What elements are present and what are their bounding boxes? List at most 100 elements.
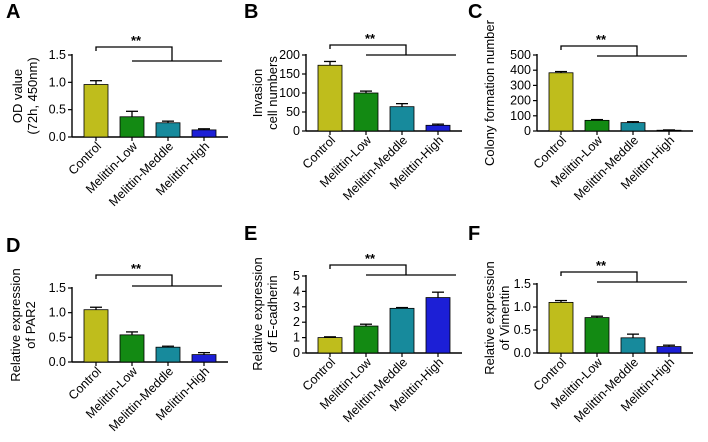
panel-b-bar [389,106,415,132]
panel-c-sig-label: ** [596,32,607,47]
panel-b-letter: B [244,1,258,23]
panel-c-category-label: Melittin-Meddle [571,133,641,203]
panel-d-category-label: Melittin-Meddle [106,364,176,434]
panel-a-y-tick-label: 1.0 [49,75,66,89]
panel-a-ylabel-line: OD value [10,69,25,123]
panel-c-y-tick-label: 200 [510,94,531,108]
panel-e-y-tick-label: 3 [293,300,300,314]
panel-e-y-tick-label: 0 [293,346,300,360]
panel-d-sig-label: ** [131,261,142,276]
panel-e-y-tick-label: 1 [293,331,300,345]
panel-f-sig-bracket [560,271,638,282]
panel-d-y-tick-label: 1.0 [49,306,66,320]
panel-f-y-tick-label: 0.5 [514,323,531,337]
panel-d-sig-bracket [95,274,173,286]
panel-e-ylabel-line: Relative expression [250,257,265,370]
panel-b-bar [353,92,379,132]
panel-b-ylabel-line: Invasion [250,69,265,117]
panel-a-ylabel-line: (72h, 450nm) [25,57,40,134]
panel-c-bar [548,72,574,132]
panel-e-category-label: Melittin-Meddle [340,355,410,425]
panel-c-y-tick-label: 500 [510,48,531,62]
panel-d-ylabel: Relative expressionof PAR2 [8,268,38,381]
panel-d-bar [155,346,181,363]
panel-e-sig-bracket [329,264,407,275]
panel-e-sig-label: ** [365,251,376,266]
panel-e-bar [317,337,343,354]
panel-c-ylabel: Colony formation number [482,19,497,166]
panel-f-y-tick-label: 1.0 [514,300,531,314]
panel-b-bar [425,124,451,132]
panel-b-y-tick-label: 200 [279,48,300,62]
panel-b-bar [317,64,343,132]
panel-c-y-tick-label: 300 [510,78,531,92]
panel-f-ylabel: Relative expressionof Vimentin [482,261,512,374]
panel-c-y-tick-label: 400 [510,63,531,77]
panel-b-y-tick-label: 0 [293,124,300,138]
panel-d-ylabel-line: Relative expression [8,268,23,381]
panel-a-y-tick-label: 1.5 [49,48,66,62]
panel-f-bar [620,337,646,354]
panel-f-category-label: Melittin-Meddle [571,355,641,425]
panel-f-bar [584,317,610,354]
panel-e-ylabel: Relative expressionof E-cadherin [250,257,280,370]
panel-b-category-label: Melittin-Meddle [340,133,410,203]
panel-d-letter: D [6,235,20,257]
panel-d-y-tick-label: 1.5 [49,281,66,295]
panel-f-y-tick-label: 0.0 [514,346,531,360]
panel-f-bar [656,346,682,354]
panel-c-bar [584,119,610,132]
panel-a-letter: A [6,1,20,23]
panel-f-letter: F [468,223,480,245]
panel-a-y-tick-label: 0.5 [49,103,66,117]
panel-f-sig-label: ** [596,258,607,273]
panel-b-sig-label: ** [365,31,376,46]
panel-b-ylabel: Invasioncell numbers [250,56,280,130]
panel-e-ylabel-line: of E-cadherin [265,275,280,352]
panel-c-y-tick-label: 0 [524,124,531,138]
panel-e-y-tick-label: 5 [293,269,300,283]
panel-c-letter: C [468,1,482,23]
panel-e-y-tick-label: 4 [293,284,300,298]
panel-f-bar [548,301,574,354]
panel-a-bar [191,129,217,138]
panel-e-letter: E [244,223,257,245]
panel-d-ylabel-line: of PAR2 [23,301,38,348]
panel-b-ylabel-line: cell numbers [265,56,280,130]
panel-b-sig-bracket [329,44,407,55]
panel-e-y-tick-label: 2 [293,315,300,329]
panel-d-y-tick-label: 0.0 [49,355,66,369]
panel-c-y-tick-label: 100 [510,109,531,123]
panel-e-bar [353,325,379,354]
panel-d-bar [119,334,145,363]
panel-d-bar [83,309,109,363]
panel-f-y-tick-label: 1.5 [514,277,531,291]
panel-f-ylabel-line: of Vimentin [497,286,512,351]
panel-d-y-tick-label: 0.5 [49,330,66,344]
panel-f-ylabel-line: Relative expression [482,261,497,374]
panel-a-sig-label: ** [131,33,142,48]
panel-e-bar [389,307,415,354]
panel-c-sig-bracket [560,45,638,56]
panel-c-ylabel-line: Colony formation number [482,19,497,166]
panel-b-y-tick-label: 100 [279,86,300,100]
panel-a: AOD value(72h, 450nm)0.00.51.01.5Control… [6,1,228,209]
panel-a-bar [119,116,145,138]
panel-b-y-tick-label: 50 [286,105,300,119]
panel-a-category-label: Melittin-Meddle [106,139,176,209]
panel-e-bar [425,297,451,354]
panel-b-y-tick-label: 150 [279,67,300,81]
panel-a-ylabel: OD value(72h, 450nm) [10,57,40,134]
panel-c-bar [620,122,646,132]
panel-a-bar [155,122,181,138]
panel-a-bar [83,84,109,138]
panel-a-sig-bracket [95,46,173,61]
panel-a-y-tick-label: 0.0 [49,130,66,144]
panel-d-bar [191,354,217,363]
